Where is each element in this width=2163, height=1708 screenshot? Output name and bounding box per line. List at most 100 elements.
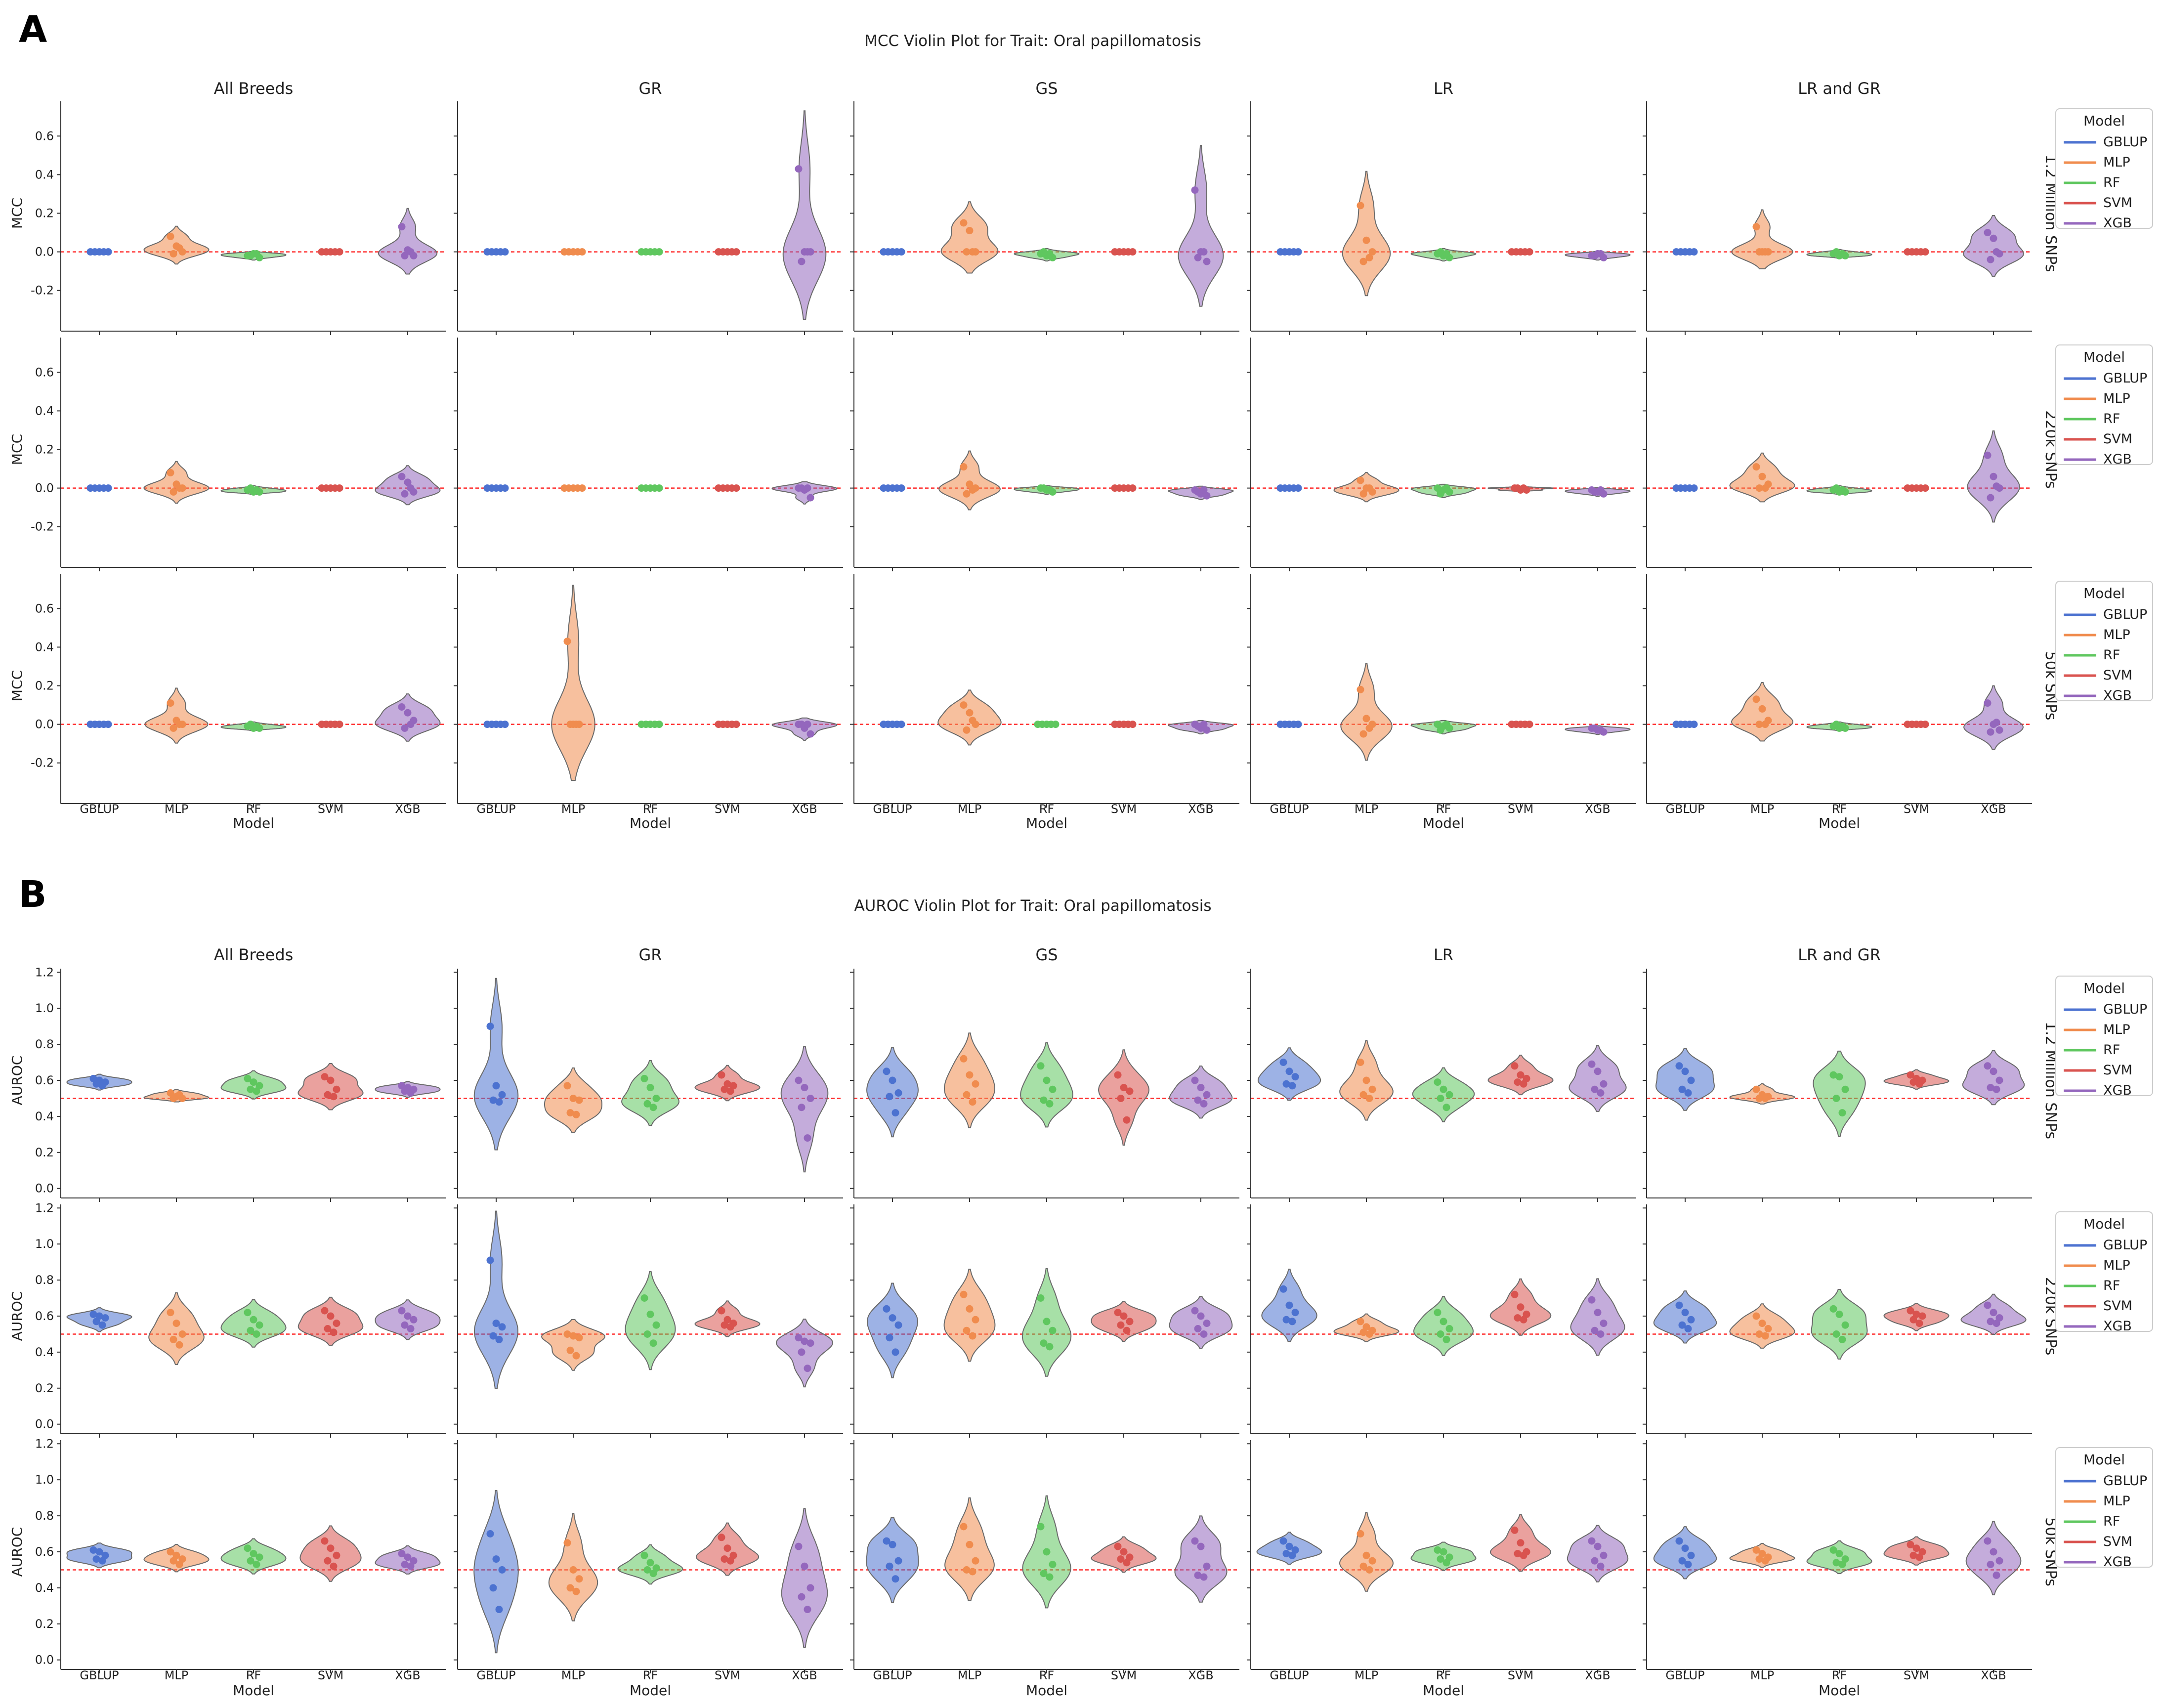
point-xgb (401, 724, 409, 732)
point-gblup (104, 484, 112, 492)
point-xgb (798, 257, 806, 265)
point-mlp (969, 486, 976, 494)
point-rf (253, 1561, 260, 1568)
point-rf (1442, 1335, 1450, 1343)
violin-xgb (1963, 215, 2024, 277)
point-gblup (92, 1318, 100, 1325)
point-xgb (1993, 1571, 2000, 1579)
point-svm (721, 1085, 728, 1093)
point-svm (1114, 1071, 1122, 1079)
point-mlp (963, 248, 971, 256)
legend-frame (2055, 976, 2153, 1096)
point-mlp (1359, 257, 1367, 265)
point-rf (1442, 1104, 1450, 1111)
point-svm (1909, 1316, 1917, 1324)
x-tick-label: GBLUP (873, 1668, 912, 1682)
point-svm (1120, 1084, 1128, 1092)
point-rf (1829, 1071, 1837, 1079)
point-xgb (398, 1307, 406, 1315)
legend-frame (2055, 108, 2153, 229)
point-xgb (1984, 1301, 1992, 1309)
point-rf (1829, 1305, 1837, 1313)
point-mlp (1362, 236, 1370, 244)
legend-label-xgb: XGB (2103, 452, 2132, 467)
subplot: 0.0 0.2 0.4 0.6 0.8 1.0 1.2 AUROC (9, 965, 446, 1202)
subplot (850, 338, 1239, 571)
point-xgb (1984, 451, 1992, 459)
point-gblup (495, 1606, 503, 1614)
y-tick-label: 0.6 (35, 1073, 54, 1087)
point-gblup (1291, 1309, 1299, 1317)
point-svm (718, 1071, 725, 1079)
point-xgb (407, 248, 415, 256)
violin-rf (1811, 1289, 1868, 1360)
violin-xgb (1965, 1521, 2022, 1595)
legend-label-gblup: GBLUP (2103, 1473, 2147, 1489)
legend: Model GBLUP MLP RF SVM XGB (2055, 976, 2153, 1098)
point-rf (1832, 484, 1840, 492)
point-mlp (1761, 1095, 1769, 1102)
point-xgb (804, 484, 811, 492)
point-gblup (1678, 1557, 1686, 1565)
point-xgb (1203, 1320, 1211, 1327)
point-gblup (894, 1557, 902, 1565)
point-rf (1040, 1096, 1048, 1104)
point-mlp (969, 717, 976, 725)
point-gblup (98, 1321, 106, 1329)
point-mlp (1357, 202, 1364, 210)
x-tick-label: XGB (1585, 1668, 1611, 1682)
x-tick-label: MLP (561, 1668, 586, 1682)
x-axis-label: Model (1423, 815, 1464, 831)
point-gblup (1279, 1059, 1287, 1066)
point-svm (1520, 1316, 1527, 1324)
point-mlp (578, 484, 586, 492)
violin-gblup (1653, 1526, 1717, 1580)
point-xgb (1600, 1320, 1608, 1327)
y-tick-label: 0.6 (35, 601, 54, 615)
violin-gblup (473, 978, 519, 1151)
point-mlp (563, 638, 571, 645)
point-gblup (1687, 1076, 1695, 1084)
point-mlp (1761, 484, 1769, 492)
subplot (1247, 338, 1636, 571)
point-xgb (1984, 1062, 1992, 1070)
subplot: 0.0 0.2 0.4 0.6 0.8 1.0 1.2 GBLUP MLP RF SVM XGB Mod… (9, 1437, 446, 1699)
point-svm (336, 484, 343, 492)
violin-rf (1412, 1067, 1475, 1122)
subplot (1643, 969, 2032, 1202)
legend-label-rf: RF (2103, 411, 2120, 427)
legend-label-svm: SVM (2103, 1063, 2132, 1078)
point-xgb (1591, 1326, 1599, 1334)
point-mlp (167, 1089, 174, 1097)
column-title: GR (638, 79, 662, 98)
point-xgb (804, 721, 811, 728)
violin-xgb (782, 110, 827, 320)
y-tick-label: 0.4 (35, 168, 54, 181)
point-svm (1123, 1116, 1131, 1124)
point-rf (1046, 1100, 1054, 1108)
point-gblup (489, 1332, 497, 1340)
point-xgb (806, 1095, 814, 1102)
violin-mlp (1340, 663, 1393, 761)
point-rf (253, 1330, 260, 1338)
x-tick-label: MLP (958, 1668, 982, 1682)
column-title: GS (1035, 79, 1058, 98)
point-xgb (1203, 492, 1211, 500)
x-tick-label: GBLUP (476, 1668, 515, 1682)
legend-title: Model (2083, 349, 2125, 365)
x-axis-label: Model (233, 1682, 274, 1699)
point-mlp (972, 1080, 979, 1088)
point-rf (253, 723, 260, 730)
point-xgb (1194, 1571, 1202, 1579)
x-tick-label: GBLUP (476, 802, 515, 816)
x-tick-label: SVM (715, 802, 740, 816)
point-mlp (167, 699, 174, 707)
point-mlp (170, 1557, 177, 1565)
point-gblup (1675, 1062, 1683, 1070)
point-mlp (966, 480, 974, 488)
point-mlp (566, 1584, 574, 1592)
point-mlp (1359, 1091, 1367, 1099)
panel-letter: B (19, 873, 46, 916)
column-title: LR (1434, 945, 1453, 964)
point-gblup (883, 1537, 891, 1545)
